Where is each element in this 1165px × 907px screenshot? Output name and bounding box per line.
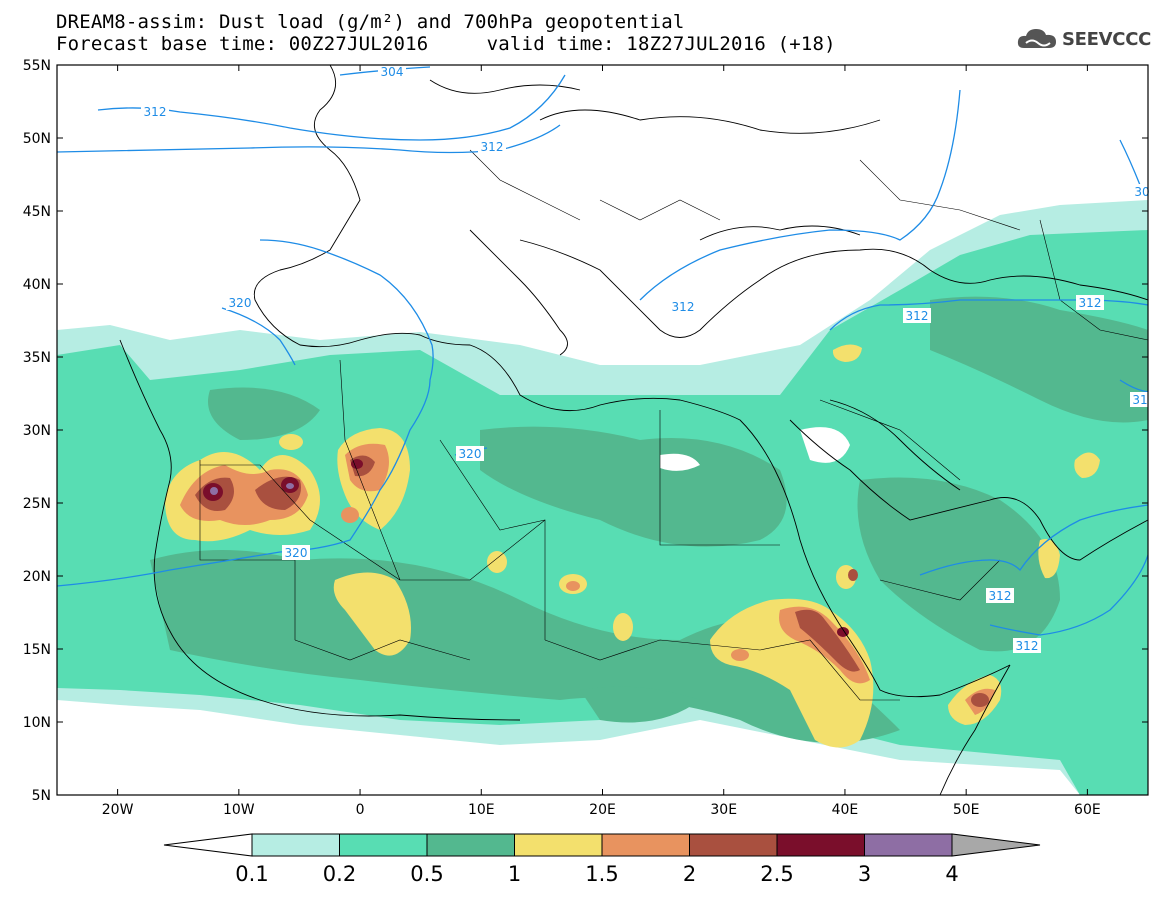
contour-label: 312 — [1079, 296, 1102, 310]
colorbar-segment — [689, 833, 778, 857]
contour-label-bg — [669, 299, 697, 314]
colorbar-tick-label: 1 — [508, 862, 521, 886]
colorbar-low-arrow — [163, 833, 253, 857]
dust-gaps — [660, 427, 850, 471]
x-tick-label: 40E — [832, 802, 859, 818]
contour-label-bg — [1130, 392, 1150, 407]
x-tick-label: 60E — [1074, 802, 1101, 818]
contour-label: 320 — [459, 447, 482, 461]
contour-label-bg — [1132, 184, 1152, 199]
y-tick-label: 50N — [23, 131, 51, 147]
colorbar-segment — [514, 833, 603, 857]
colorbar-segment — [339, 833, 428, 857]
title-line-1: DREAM8-assim: Dust load (g/m²) and 700hP… — [56, 11, 685, 33]
longitude-axis: 20W 10W 0 10E 20E 30E 40E 50E 60E — [102, 65, 1101, 818]
x-tick-label: 20W — [102, 802, 134, 818]
logo-text: SEEVCCC — [1062, 28, 1152, 50]
dust-level-3 — [210, 483, 294, 495]
contour-label: 312 — [481, 140, 504, 154]
contour-label-bg — [378, 64, 406, 79]
contour-label: 31 — [1132, 393, 1147, 407]
x-tick-label: 20E — [589, 802, 616, 818]
x-tick-label: 10E — [468, 802, 495, 818]
contour-label-bg — [903, 308, 931, 323]
colorbar-tick-label: 3 — [858, 862, 871, 886]
seevccc-logo: SEEVCCC — [1016, 26, 1151, 52]
contour-label-bg — [986, 588, 1014, 603]
contour-label-bg — [456, 446, 484, 461]
y-tick-label: 15N — [23, 642, 51, 658]
contour-label-bg — [1013, 638, 1041, 653]
contour-label: 312 — [989, 589, 1012, 603]
contour-label: 312 — [906, 309, 929, 323]
dust-level-2.5 — [203, 459, 849, 637]
y-tick-label: 30N — [23, 423, 51, 439]
country-borders — [199, 149, 1148, 701]
colorbar-high-arrow — [951, 833, 1041, 857]
y-tick-label: 35N — [23, 350, 51, 366]
contour-label: 320 — [285, 546, 308, 560]
x-tick-label: 30E — [710, 802, 737, 818]
y-tick-label: 40N — [23, 277, 51, 293]
colorbar-segment — [864, 833, 953, 857]
colorbar: 0.1 0.2 0.5 1 1.5 2 2.5 3 4 — [163, 833, 1041, 886]
contour-label: 30 — [1134, 185, 1149, 199]
latitude-axis: 55N 50N 45N 40N 35N 30N 25N 20N 15N 10N 5N — [23, 58, 1148, 804]
x-tick-label: 0 — [356, 802, 365, 818]
contour-label-bg — [141, 104, 169, 119]
y-tick-label: 5N — [32, 788, 51, 804]
cloud-icon — [1017, 29, 1056, 48]
y-tick-label: 25N — [23, 496, 51, 512]
contour-label-bg — [1076, 295, 1104, 310]
coastlines — [119, 65, 1148, 795]
colorbar-segment — [776, 833, 865, 857]
y-tick-label: 45N — [23, 204, 51, 220]
colorbar-tick-label: 2 — [683, 862, 696, 886]
y-tick-label: 10N — [23, 715, 51, 731]
title-line-2: Forecast base time: 00Z27JUL2016 valid t… — [56, 33, 836, 55]
x-tick-label: 50E — [953, 802, 980, 818]
y-tick-label: 55N — [23, 58, 51, 74]
contour-label-bg — [226, 295, 254, 310]
contour-label-bg — [282, 545, 310, 560]
colorbar-tick-label: 0.5 — [410, 862, 443, 886]
dust-level-2 — [195, 455, 989, 707]
contour-label: 320 — [229, 296, 252, 310]
contour-label: 312 — [144, 105, 167, 119]
contour-labels: 304 312 312 320 320 320 312 312 312 312 312 30 31 — [141, 64, 1152, 653]
contour-label: 312 — [672, 300, 695, 314]
contour-label: 312 — [1016, 639, 1039, 653]
colorbar-tick-label: 0.1 — [235, 862, 268, 886]
colorbar-tick-label: 1.5 — [585, 862, 618, 886]
colorbar-tick-label: 2.5 — [760, 862, 793, 886]
colorbar-segment — [251, 833, 340, 857]
colorbar-tick-label: 4 — [945, 862, 958, 886]
colorbar-segment — [426, 833, 515, 857]
dust-fields — [57, 200, 1148, 795]
x-tick-label: 10W — [223, 802, 255, 818]
y-tick-label: 20N — [23, 569, 51, 585]
colorbar-segment — [601, 833, 690, 857]
contour-label: 304 — [381, 65, 404, 79]
colorbar-tick-label: 0.2 — [323, 862, 356, 886]
contour-label-bg — [478, 139, 506, 154]
